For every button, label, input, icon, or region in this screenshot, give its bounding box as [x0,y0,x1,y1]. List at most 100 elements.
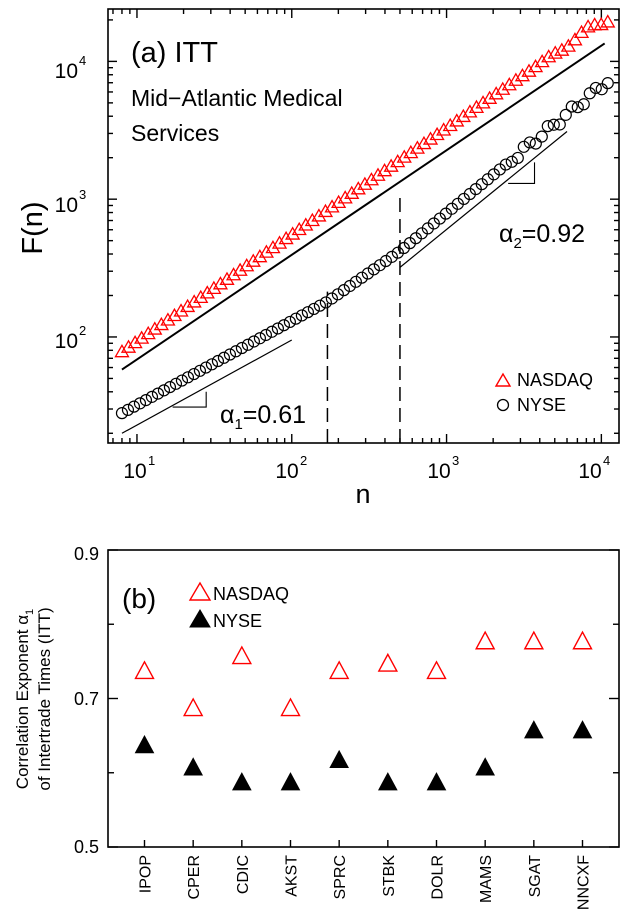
nyse-data-point [535,130,548,143]
panel-b-y-axis-title-line1: Correlation Exponent α1 [13,609,36,789]
nasdaq-data-point [134,660,155,680]
nasdaq-data-point [416,135,432,150]
panel-b-y-tick-label: 0.5 [74,837,99,857]
panel-b-nyse-series [134,720,593,791]
nasdaq-data-point [363,172,380,186]
nyse-data-point [499,158,512,171]
y-tick-label-base: 10 [55,330,78,353]
nyse-data-point [169,377,183,390]
nyse-data-point [379,254,392,268]
nyse-data-point [163,380,177,394]
panel-a-y-ticks [108,19,619,434]
panel-a-legend: NASDAQ NYSE [494,370,593,415]
nasdaq-data-point [252,249,268,263]
nasdaq-data-point [258,244,275,258]
nasdaq-data-point [580,19,596,33]
nyse-data-point [571,101,584,114]
nyse-data-point [259,328,273,342]
nyse-data-point [301,306,314,319]
nasdaq-data-point [324,199,340,213]
nyse-data-point [541,120,554,133]
nasdaq-data-point [376,163,393,177]
nasdaq-data-point [383,158,399,172]
nasdaq-data-point [514,68,531,82]
alpha2-subscript: 2 [513,235,521,252]
nasdaq-data-point [280,697,301,717]
nasdaq-data-point [527,58,544,73]
panel-a-nasdaq-series [114,14,616,358]
nasdaq-data-point [219,271,235,285]
nyse-slope-guide-line [121,339,293,434]
legend-nyse-circle-icon [496,398,510,412]
alpha2-value: =0.92 [522,220,585,248]
alpha1-annotation: α1=0.61 [220,401,306,433]
nyse-data-point [367,263,380,276]
panel-a-subtitle-line: Services [131,120,219,146]
nyse-data-point [373,259,386,272]
legend-nasdaq-open-triangle-icon [188,581,212,601]
nasdaq-data-point [495,81,511,95]
category-label: AKST [284,855,301,897]
nyse-data-point [331,288,344,301]
nyse-data-point [217,351,231,364]
nasdaq-data-point [357,176,373,190]
nasdaq-data-point [567,32,583,46]
nyse-data-point [313,299,326,312]
panel-a-y-axis-title: F(n) [17,201,49,254]
alpha1-subscript: 1 [234,416,242,433]
nasdaq-data-point [403,144,419,159]
panel-b-y-axis-title: Correlation Exponent α1 of Intertrade Ti… [13,607,54,790]
nasdaq-data-point [534,53,550,68]
nyse-data-point [115,407,129,420]
nasdaq-data-point [120,339,137,353]
nyse-data-point [595,83,608,96]
nyse-data-point [187,367,201,381]
alpha1-symbol: α [220,401,234,429]
nasdaq-data-point [474,630,496,650]
legend-nyse-label: NYSE [213,611,262,631]
nyse-data-point [139,394,153,407]
nyse-data-point [349,275,362,288]
nyse-data-point [559,108,572,121]
nyse-data-point [211,354,225,368]
nasdaq-data-point [593,16,609,31]
nyse-data-point [426,772,447,791]
x-tick-label-exp: 3 [452,453,459,468]
y-tick-label-exp: 2 [79,323,86,338]
nasdaq-data-point [245,253,261,267]
nasdaq-data-point [337,190,353,204]
nasdaq-data-point [508,72,524,86]
nasdaq-data-point [179,298,196,313]
nyse-data-point [577,98,590,111]
x-tick-label-exp: 2 [300,453,307,468]
nasdaq-data-point [541,49,557,63]
nasdaq-data-point [390,153,406,168]
nasdaq-data-point [488,86,504,100]
nyse-data-point [134,734,155,754]
category-label: STBK [381,855,398,897]
panel-b-category-plot: IPOP CPER CDIC AKST SPRC STBK DOLR MAMS SGAT NNCX… [13,544,620,910]
nasdaq-data-point [232,262,248,276]
panel-a-x-tick-label: 10 1 10 2 10 3 10 4 [123,453,610,483]
nyse-data-point [241,338,255,351]
legend-nasdaq-label: NASDAQ [213,584,289,604]
nyse-data-point [283,315,296,329]
nyse-data-point [231,772,252,791]
nyse-data-point [183,757,204,776]
category-label: NNCXF [576,855,593,910]
y-tick-label-base: 10 [55,60,78,83]
x-tick-label-base: 10 [427,460,450,483]
nasdaq-data-point [291,221,307,236]
nasdaq-data-point [285,226,301,240]
y-tick-label-base: 10 [55,194,78,217]
legend-nyse-filled-triangle-icon [189,609,211,628]
nasdaq-data-point [455,108,471,123]
panel-a-log-log-plot: 10 1 10 2 10 3 10 4 10 2 10 3 10 4 n F(n… [17,8,620,509]
nasdaq-data-point [271,235,288,249]
nasdaq-data-point [501,77,517,91]
nyse-data-point [175,374,189,387]
nasdaq-data-point [426,660,447,680]
nasdaq-data-point [409,140,426,154]
nasdaq-data-point [278,230,294,245]
nyse-data-point [199,361,213,374]
